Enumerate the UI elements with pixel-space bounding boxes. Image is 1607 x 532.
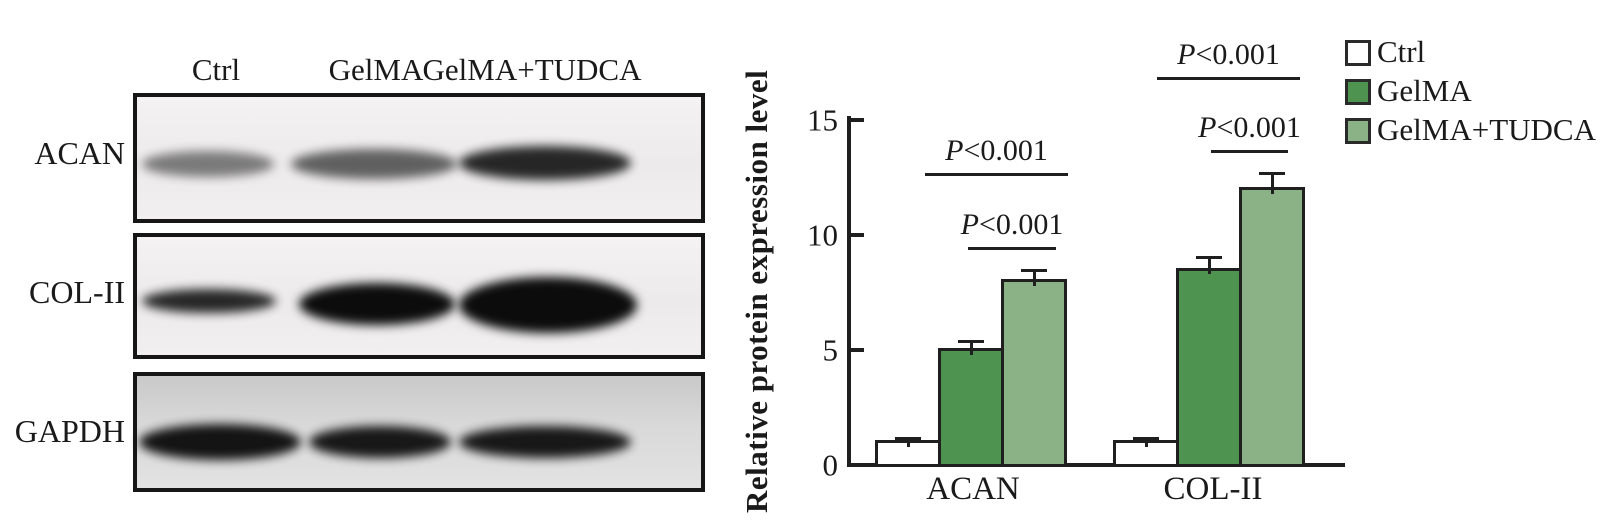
p-italic: P [960,208,979,241]
blot-row-label-gapdh: GAPDH [14,413,125,449]
y-tick-label: 15 [807,102,838,138]
blot-band [142,289,276,313]
x-category-label: ACAN [926,471,1020,507]
error-bar-cap [1021,268,1047,272]
y-axis-tick [851,348,864,352]
blot-band [139,424,301,460]
blot-membrane-gapdh [133,372,705,492]
y-tick-label: 0 [822,447,839,483]
blot-band [299,283,455,325]
blot-row-label-col2: COL-II [29,274,125,310]
significance-line [925,173,1068,176]
p-value: <0.001 [1195,38,1280,71]
blot-band [459,277,637,333]
significance-label: P<0.001 [945,135,1048,167]
x-axis-line [847,463,1345,467]
blot-lane-header-gelma-tudca: GelMA+TUDCA [422,52,642,87]
significance-label: P<0.001 [1198,112,1301,144]
blot-membrane-col2 [133,233,705,359]
legend-label-gelma-tudca: GelMA+TUDCA [1377,112,1596,147]
p-italic: P [1177,38,1196,71]
x-category-label: COL-II [1163,471,1263,507]
legend-swatch-gelma-tudca [1345,118,1371,144]
error-bar-cap [895,436,921,440]
legend-swatch-ctrl [1345,40,1371,66]
y-axis-line [847,116,851,467]
blot-lane-header-ctrl: Ctrl [191,52,241,87]
blot-row-label-acan: ACAN [34,135,125,171]
error-bar-cap [1196,256,1222,260]
blot-band [459,426,631,458]
significance-line [1157,77,1300,80]
p-value: <0.001 [1216,111,1301,144]
legend-label-ctrl: Ctrl [1377,34,1426,69]
y-axis-tick [851,118,864,122]
y-axis-tick [851,233,864,237]
blot-band [459,146,631,180]
p-italic: P [945,134,964,167]
error-bar-cap [958,340,984,344]
p-value: <0.001 [978,208,1064,241]
p-italic: P [1198,111,1217,144]
error-bar-line [1270,173,1274,194]
error-bar-line [1207,257,1211,275]
y-tick-label: 10 [807,217,838,253]
blot-band [291,149,457,179]
bar-gelma-acan [938,348,1004,467]
legend-swatch-gelma [1345,79,1371,105]
bar-gelma-tudca-col-ii [1239,187,1305,467]
significance-label: P<0.001 [1177,39,1280,71]
blot-membrane-acan [133,93,705,223]
error-bar-line [1144,438,1148,447]
p-value: <0.001 [963,134,1048,167]
bar-gelma-tudca-acan [1001,279,1067,467]
blot-band [142,151,274,177]
error-bar-line [1032,269,1036,286]
bar-gelma-col-ii [1176,267,1242,467]
significance-line [968,247,1056,250]
error-bar-cap [1133,437,1159,441]
error-bar-line [906,437,910,447]
blot-band [309,426,451,458]
blot-lane-header-gelma: GelMA [328,52,424,87]
error-bar-line [969,341,973,355]
legend-label-gelma: GelMA [1377,73,1472,108]
y-axis-title: Relative protein expression level [739,69,774,513]
significance-label: P<0.001 [961,209,1064,241]
error-bar-cap [1259,172,1285,176]
significance-line [1211,150,1288,153]
y-tick-label: 5 [822,332,839,368]
